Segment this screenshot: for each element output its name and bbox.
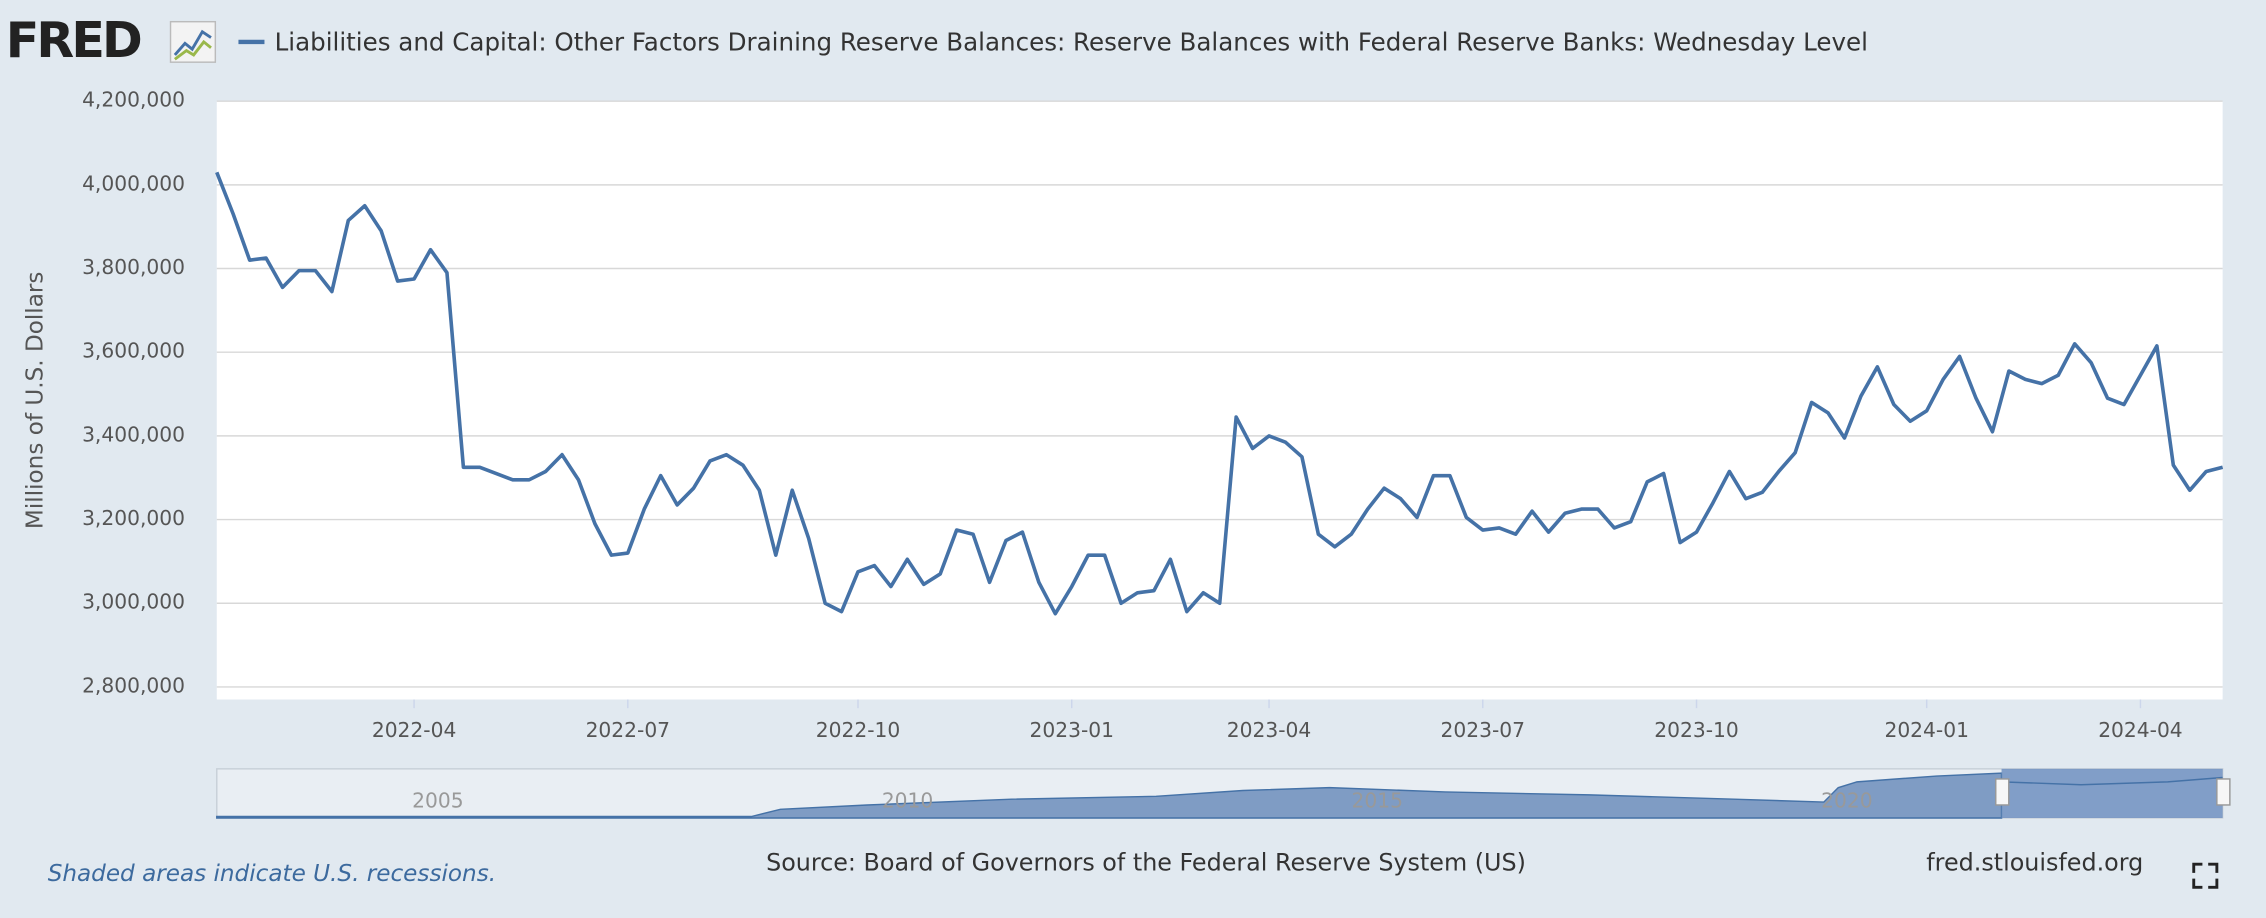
navigator-label: 2005 bbox=[412, 789, 463, 813]
x-tick-label: 2022-10 bbox=[816, 718, 900, 742]
source: Source: Board of Governors of the Federa… bbox=[766, 849, 1526, 877]
plot-area bbox=[216, 101, 2223, 700]
y-tick-label: 3,000,000 bbox=[82, 590, 185, 614]
site-link[interactable]: fred.stlouisfed.org bbox=[1926, 849, 2143, 877]
x-tick-label: 2022-07 bbox=[586, 718, 670, 742]
y-tick-label: 3,200,000 bbox=[82, 506, 185, 530]
logo: FRED bbox=[6, 11, 141, 69]
y-tick-label: 4,200,000 bbox=[82, 88, 185, 112]
navigator-label: 2020 bbox=[1821, 789, 1872, 813]
x-tick-label: 2023-07 bbox=[1441, 718, 1525, 742]
y-tick-label: 3,600,000 bbox=[82, 339, 185, 363]
x-tick-label: 2023-10 bbox=[1654, 718, 1738, 742]
y-tick-label: 2,800,000 bbox=[82, 673, 185, 697]
navigator-label: 2015 bbox=[1351, 789, 1402, 813]
navigator-handle[interactable] bbox=[2216, 778, 2231, 806]
y-tick-label: 3,400,000 bbox=[82, 422, 185, 446]
y-tick-label: 3,800,000 bbox=[82, 255, 185, 279]
x-tick-label: 2022-04 bbox=[372, 718, 456, 742]
logo-icon bbox=[169, 20, 217, 63]
x-tick-label: 2023-01 bbox=[1029, 718, 1113, 742]
x-tick-label: 2023-04 bbox=[1227, 718, 1311, 742]
x-tick-label: 2024-01 bbox=[1884, 718, 1968, 742]
legend-label: Liabilities and Capital: Other Factors D… bbox=[275, 27, 1868, 56]
navigator-handle[interactable] bbox=[1995, 778, 2010, 806]
recession-note: Shaded areas indicate U.S. recessions. bbox=[48, 861, 496, 887]
y-axis-label: Millions of U.S. Dollars bbox=[23, 272, 49, 530]
navigator[interactable] bbox=[216, 768, 2231, 819]
navigator-label: 2010 bbox=[882, 789, 933, 813]
fullscreen-button[interactable] bbox=[2192, 862, 2219, 889]
data-line bbox=[215, 171, 2224, 616]
x-tick-label: 2024-04 bbox=[2098, 718, 2182, 742]
y-tick-label: 4,000,000 bbox=[82, 171, 185, 195]
